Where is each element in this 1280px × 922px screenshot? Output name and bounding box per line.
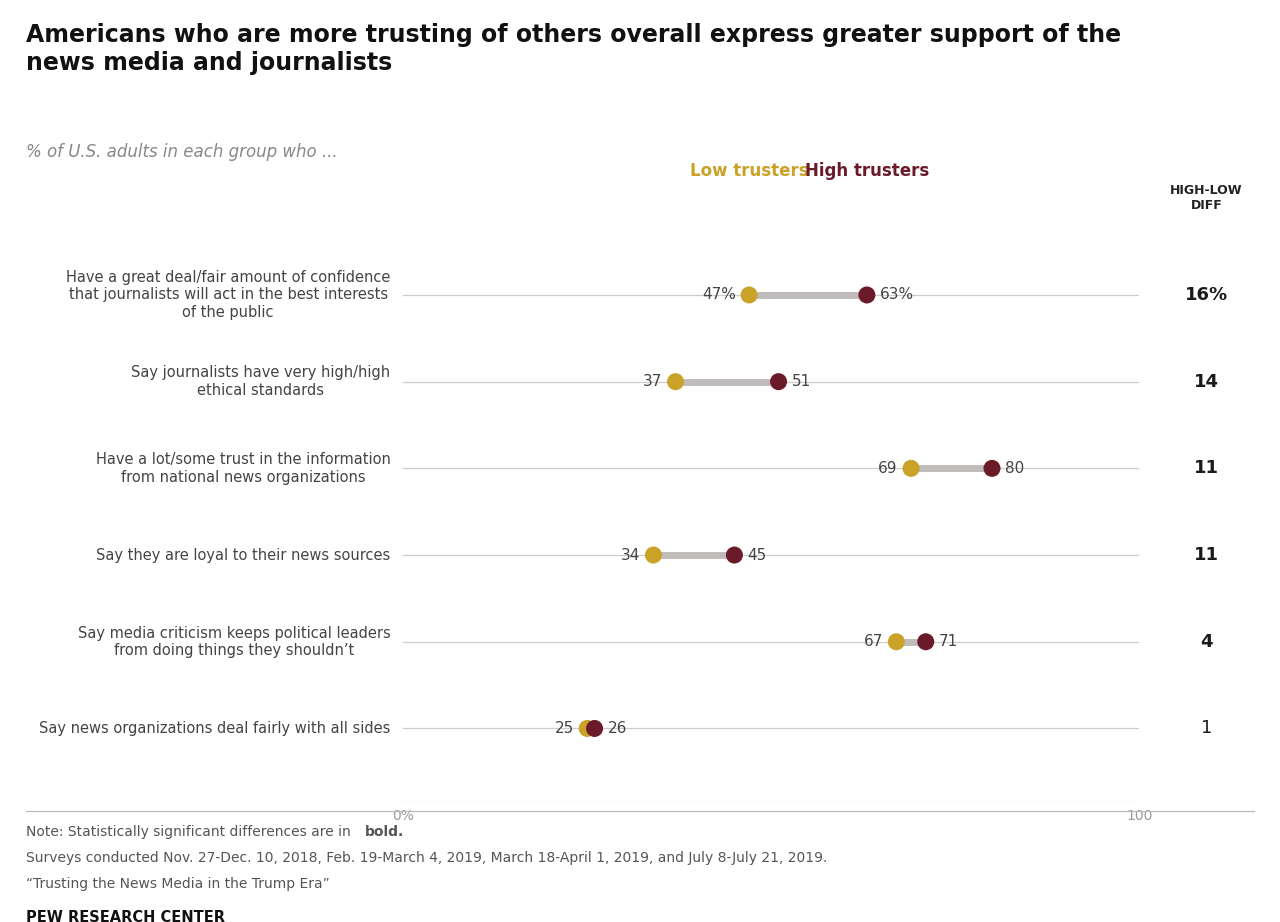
Text: bold.: bold. — [365, 825, 404, 839]
Text: 67: 67 — [864, 634, 883, 649]
Text: “Trusting the News Media in the Trump Era”: “Trusting the News Media in the Trump Er… — [26, 877, 329, 891]
Text: 45: 45 — [748, 548, 767, 562]
Text: Note: Statistically significant differences are in: Note: Statistically significant differen… — [26, 825, 355, 839]
Text: 37: 37 — [643, 374, 662, 389]
Text: Say they are loyal to their news sources: Say they are loyal to their news sources — [96, 548, 390, 562]
Text: PEW RESEARCH CENTER: PEW RESEARCH CENTER — [26, 910, 224, 922]
Text: 16%: 16% — [1185, 286, 1228, 304]
Text: 14: 14 — [1194, 372, 1219, 391]
Text: % of U.S. adults in each group who ...: % of U.S. adults in each group who ... — [26, 143, 337, 161]
Text: Say media criticism keeps political leaders
from doing things they shouldn’t: Say media criticism keeps political lead… — [78, 625, 390, 658]
Text: Have a lot/some trust in the information
from national news organizations: Have a lot/some trust in the information… — [96, 452, 390, 485]
Text: High trusters: High trusters — [805, 161, 929, 180]
Point — [915, 634, 936, 649]
Text: 11: 11 — [1194, 459, 1219, 478]
Point — [577, 721, 598, 736]
Text: Low trusters: Low trusters — [690, 161, 809, 180]
Point — [584, 721, 604, 736]
Point — [724, 548, 745, 562]
Point — [856, 288, 877, 302]
Point — [886, 634, 906, 649]
Text: 25: 25 — [554, 721, 573, 736]
Point — [666, 374, 686, 389]
Text: 51: 51 — [792, 374, 812, 389]
Text: 63%: 63% — [881, 288, 914, 302]
Point — [739, 288, 759, 302]
Text: 34: 34 — [621, 548, 640, 562]
Point — [768, 374, 788, 389]
Text: 80: 80 — [1005, 461, 1024, 476]
Text: Say journalists have very high/high
ethical standards: Say journalists have very high/high ethi… — [132, 365, 390, 398]
Point — [643, 548, 663, 562]
Text: Americans who are more trusting of others overall express greater support of the: Americans who are more trusting of other… — [26, 23, 1121, 75]
Point — [982, 461, 1002, 476]
Text: 11: 11 — [1194, 546, 1219, 564]
Text: 4: 4 — [1201, 632, 1212, 651]
Text: 26: 26 — [608, 721, 627, 736]
Point — [901, 461, 922, 476]
Text: 47%: 47% — [701, 288, 736, 302]
Text: Have a great deal/fair amount of confidence
that journalists will act in the bes: Have a great deal/fair amount of confide… — [67, 270, 390, 320]
Text: Say news organizations deal fairly with all sides: Say news organizations deal fairly with … — [38, 721, 390, 736]
Text: 1: 1 — [1201, 719, 1212, 738]
Text: 71: 71 — [940, 634, 959, 649]
Text: 69: 69 — [878, 461, 897, 476]
Text: HIGH-LOW
DIFF: HIGH-LOW DIFF — [1170, 184, 1243, 212]
Text: Surveys conducted Nov. 27-Dec. 10, 2018, Feb. 19-March 4, 2019, March 18-April 1: Surveys conducted Nov. 27-Dec. 10, 2018,… — [26, 851, 827, 865]
